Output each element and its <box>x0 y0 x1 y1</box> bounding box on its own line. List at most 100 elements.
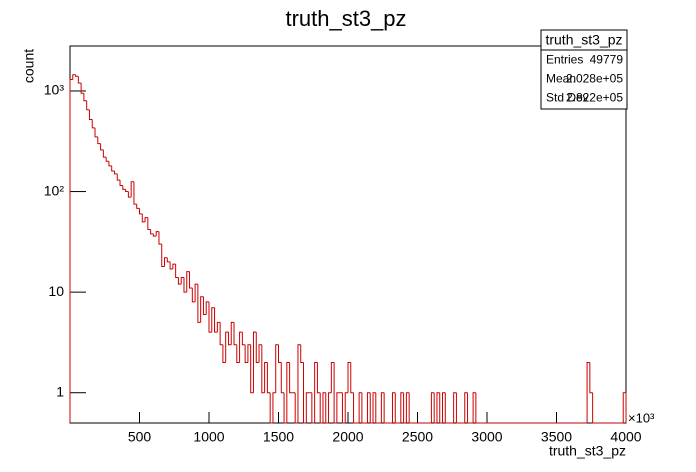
histogram-bin <box>166 257 171 263</box>
histogram-bin <box>108 161 112 167</box>
histogram-bin <box>314 361 318 423</box>
y-tick-label: 10 <box>48 283 64 299</box>
histogram-bin <box>394 392 399 424</box>
histogram-bin <box>202 296 207 315</box>
histogram-bin <box>214 307 218 333</box>
histogram-bin <box>264 361 268 393</box>
x-tick-label: 2000 <box>332 429 363 445</box>
histogram-bin <box>155 231 159 237</box>
x-tick-label: 3500 <box>541 429 572 445</box>
histogram-bin <box>408 392 412 424</box>
histogram-bin <box>144 217 148 222</box>
histogram-bin <box>372 392 376 423</box>
histogram-bin <box>453 392 457 423</box>
histogram-bin <box>91 119 96 129</box>
histogram-bin <box>330 361 335 393</box>
x-multiplier: ×10³ <box>628 410 655 425</box>
x-tick-label: 2500 <box>402 429 433 445</box>
histogram-bin <box>433 392 437 424</box>
histogram-bin <box>322 392 326 423</box>
histogram-bin <box>158 231 162 245</box>
histogram-bin <box>300 344 304 363</box>
stats-value: 49779 <box>590 53 624 67</box>
histogram-bin <box>222 344 226 363</box>
histogram-bin <box>366 392 371 423</box>
histogram-bin <box>464 392 468 423</box>
x-tick-label: 4000 <box>610 429 641 445</box>
histogram-bin <box>119 180 123 186</box>
histogram-bin <box>175 264 179 278</box>
histogram-bin <box>303 362 307 424</box>
histogram-bin <box>403 392 407 424</box>
histogram-bin <box>102 149 107 158</box>
histogram-bin <box>266 362 271 394</box>
y-tick-label: 10³ <box>44 82 65 98</box>
histogram-bin <box>383 392 387 424</box>
y-tick-label: 1 <box>56 383 64 399</box>
histogram-bin <box>219 322 223 346</box>
histogram-bin <box>136 204 140 209</box>
histogram-bin <box>316 362 321 394</box>
histogram-bin <box>319 392 323 424</box>
stats-label: Mean <box>546 72 576 86</box>
histogram-bin <box>328 392 332 423</box>
histogram-bin <box>294 392 298 424</box>
histogram-bin <box>353 392 357 424</box>
histogram-bin <box>244 344 248 363</box>
histogram-bin <box>444 392 449 424</box>
histogram-bin <box>467 392 471 424</box>
histogram-bin <box>311 392 315 424</box>
x-tick-label: 500 <box>128 429 152 445</box>
histogram-bin <box>205 301 209 315</box>
histogram-bin <box>111 165 115 172</box>
histogram-bin <box>341 392 346 424</box>
histogram-bin <box>361 392 365 424</box>
histogram-bin <box>152 233 157 237</box>
y-axis-label: count <box>21 49 37 83</box>
histogram-bin <box>105 157 109 162</box>
histogram-bin <box>122 185 126 190</box>
histogram-bin <box>69 79 73 423</box>
histogram-bin <box>113 171 118 175</box>
histogram-bin <box>380 392 385 423</box>
histogram-bin <box>164 257 168 267</box>
histogram-bin <box>258 344 262 363</box>
x-axis-label: truth_st3_pz <box>549 443 626 459</box>
histogram-bin <box>116 173 121 181</box>
histogram-bin <box>77 76 82 84</box>
histogram-bin <box>197 284 201 323</box>
chart-title: truth_st3_pz <box>285 6 406 31</box>
histogram-bin <box>236 344 240 363</box>
stats-label: Std Dev <box>546 91 589 105</box>
histogram-bin <box>239 331 243 363</box>
histogram-bin <box>94 127 98 138</box>
histogram-bin <box>405 392 410 423</box>
histogram-bin <box>211 307 215 333</box>
histogram-bin <box>278 344 282 363</box>
histogram-bin <box>586 361 590 423</box>
histogram-bin <box>150 229 154 235</box>
histogram-bin <box>297 344 301 423</box>
histogram-bin <box>86 100 90 111</box>
histogram-bin <box>269 392 273 424</box>
histogram-bin <box>233 322 237 346</box>
x-tick-label: 3000 <box>471 429 502 445</box>
histogram-bin <box>289 362 293 394</box>
x-tick-label: 1000 <box>193 429 224 445</box>
histogram-bin <box>375 392 379 424</box>
histogram-bin <box>336 392 340 423</box>
histogram-bin <box>436 392 440 423</box>
histogram-bin <box>141 213 146 223</box>
histogram-bin <box>286 361 290 423</box>
histogram-bin <box>227 332 232 346</box>
histogram-bin <box>247 344 251 363</box>
histogram-bin <box>161 244 165 267</box>
histogram-bin <box>275 344 279 393</box>
histogram-bin <box>100 143 104 151</box>
histogram-bin <box>169 261 173 270</box>
histogram-bin <box>344 392 348 423</box>
histogram-bin <box>305 392 310 423</box>
histogram-bin <box>589 362 593 394</box>
histogram-bin <box>75 74 79 77</box>
